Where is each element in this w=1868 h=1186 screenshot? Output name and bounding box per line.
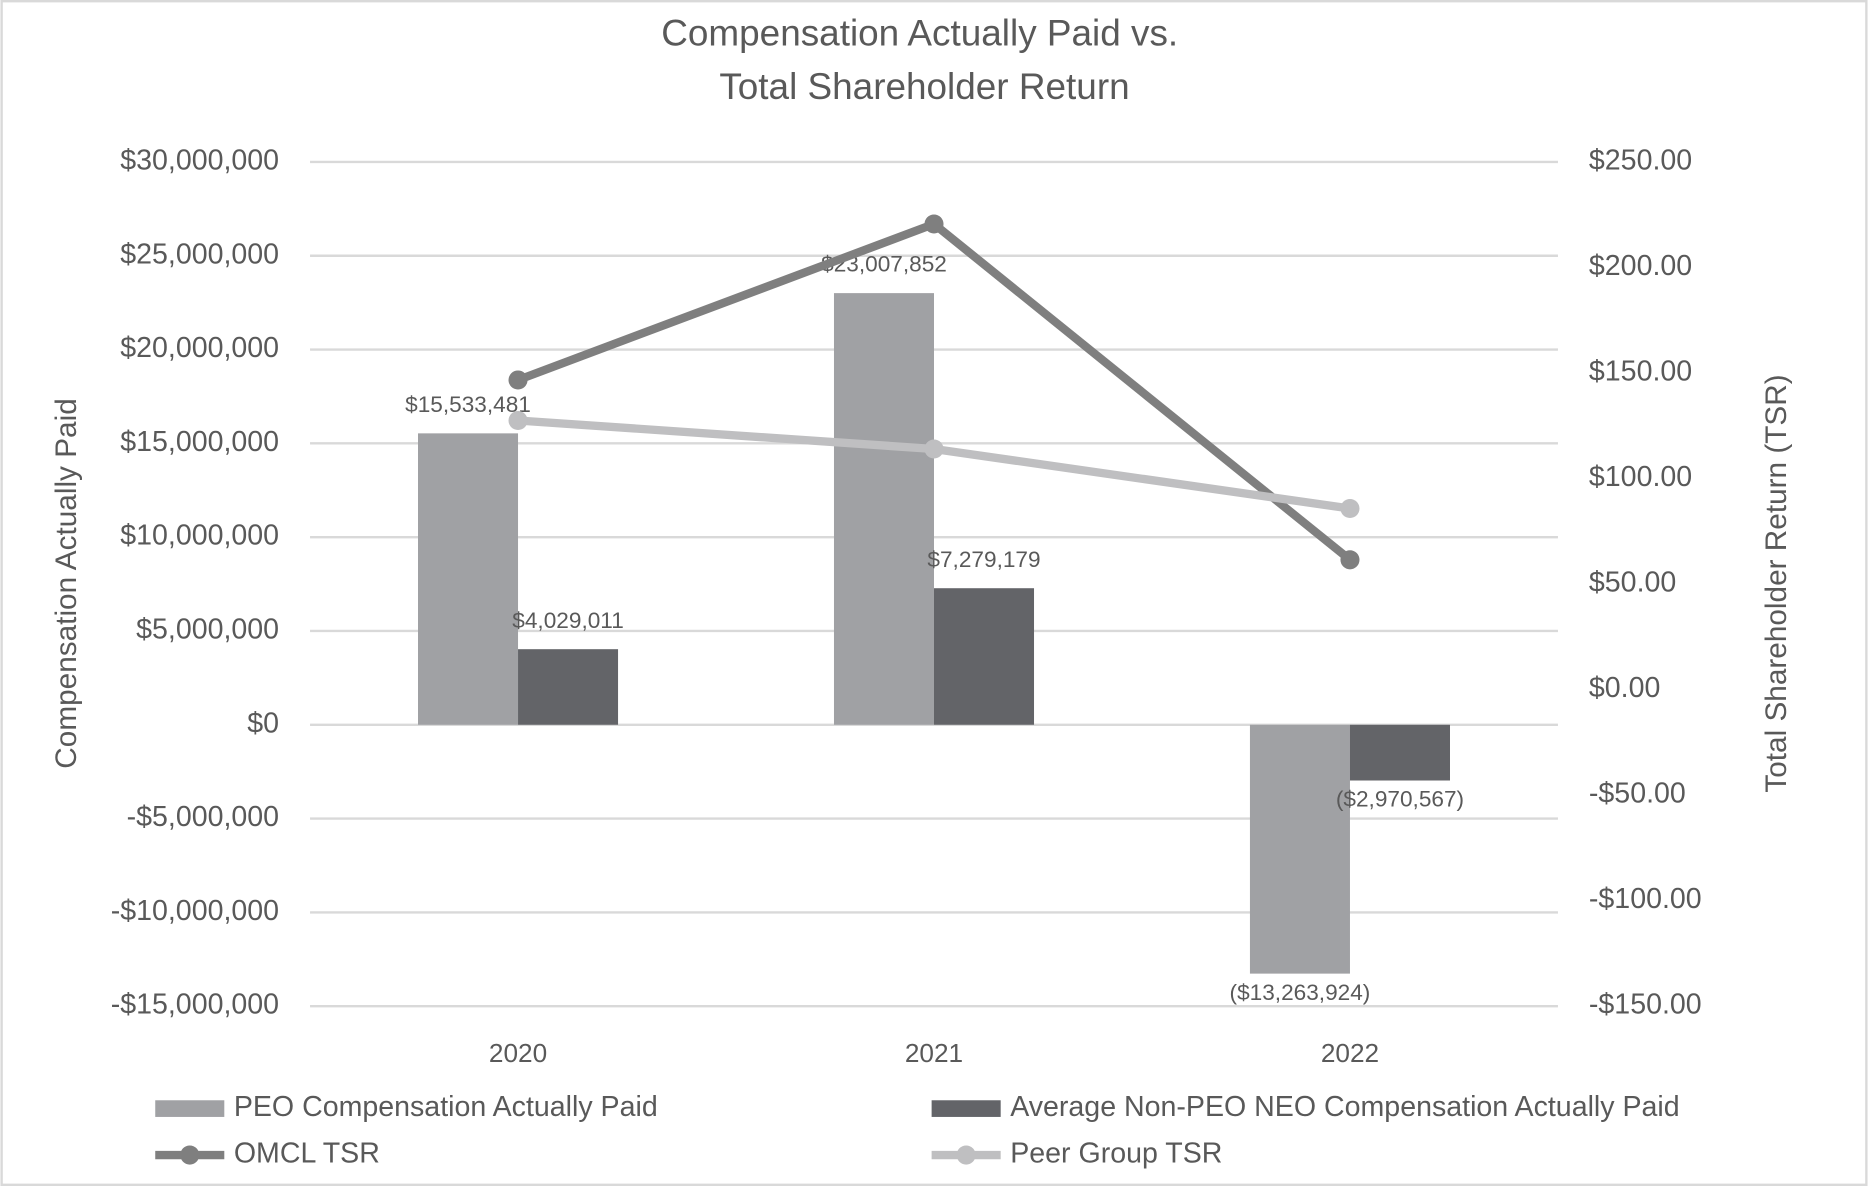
y-tick-label: -$15,000,000 bbox=[111, 989, 279, 1021]
bar bbox=[518, 649, 619, 725]
legend-label: Peer Group TSR bbox=[1010, 1138, 1222, 1170]
y2-tick-label: -$50.00 bbox=[1589, 778, 1686, 810]
legend-swatch bbox=[931, 1100, 1001, 1117]
legend-label: Average Non-PEO NEO Compensation Actuall… bbox=[1010, 1091, 1679, 1123]
y-tick-label: $15,000,000 bbox=[120, 426, 279, 458]
bar bbox=[1349, 724, 1450, 781]
line-marker bbox=[508, 410, 528, 431]
line-marker bbox=[508, 370, 528, 390]
y2-axis-label: Total Shareholder Return (TSR) bbox=[1760, 374, 1793, 792]
y-tick-label: $20,000,000 bbox=[120, 332, 279, 364]
data-label: $4,029,011 bbox=[512, 608, 623, 633]
y-tick-label: -$10,000,000 bbox=[111, 895, 279, 927]
y2-tick-label: $250.00 bbox=[1589, 144, 1692, 176]
y2-tick-label: $150.00 bbox=[1589, 356, 1692, 388]
y-tick-label: $30,000,000 bbox=[120, 144, 279, 176]
x-tick-label: 2022 bbox=[1321, 1038, 1379, 1068]
y2-tick-label: -$100.00 bbox=[1589, 883, 1702, 915]
y2-tick-label: $200.00 bbox=[1589, 250, 1692, 282]
data-label: $7,279,179 bbox=[927, 547, 1040, 572]
bar bbox=[1249, 724, 1350, 974]
legend-swatch bbox=[956, 1145, 976, 1165]
x-tick-label: 2020 bbox=[489, 1038, 547, 1068]
y2-tick-label: $100.00 bbox=[1589, 461, 1692, 493]
y-tick-label: $0 bbox=[247, 707, 279, 739]
bar bbox=[418, 433, 519, 725]
y2-tick-label: $0.00 bbox=[1589, 672, 1660, 704]
y-tick-label: $10,000,000 bbox=[120, 520, 279, 552]
y-tick-label: $25,000,000 bbox=[120, 238, 279, 270]
x-tick-label: 2021 bbox=[905, 1038, 963, 1068]
chart-title: Compensation Actually Paid vs. bbox=[661, 12, 1178, 53]
y-axis-label: Compensation Actually Paid bbox=[50, 398, 83, 768]
legend-swatch bbox=[180, 1145, 200, 1165]
y2-tick-label: -$150.00 bbox=[1589, 989, 1702, 1021]
y-tick-label: $5,000,000 bbox=[136, 614, 279, 646]
y-tick-label: -$5,000,000 bbox=[127, 801, 279, 833]
legend-label: OMCL TSR bbox=[234, 1138, 380, 1170]
line-marker bbox=[924, 439, 944, 459]
line-marker bbox=[924, 214, 944, 234]
legend-label: PEO Compensation Actually Paid bbox=[234, 1091, 658, 1123]
chart-title: Total Shareholder Return bbox=[719, 66, 1129, 107]
line-marker bbox=[1340, 550, 1360, 570]
data-label: $15,533,481 bbox=[405, 392, 531, 417]
bar bbox=[833, 293, 934, 725]
bar bbox=[934, 588, 1035, 725]
data-label: ($13,263,924) bbox=[1230, 980, 1371, 1005]
y2-tick-label: $50.00 bbox=[1589, 567, 1676, 599]
legend-swatch bbox=[155, 1100, 225, 1117]
data-label: ($2,970,567) bbox=[1336, 787, 1464, 812]
line-marker bbox=[1340, 498, 1360, 519]
